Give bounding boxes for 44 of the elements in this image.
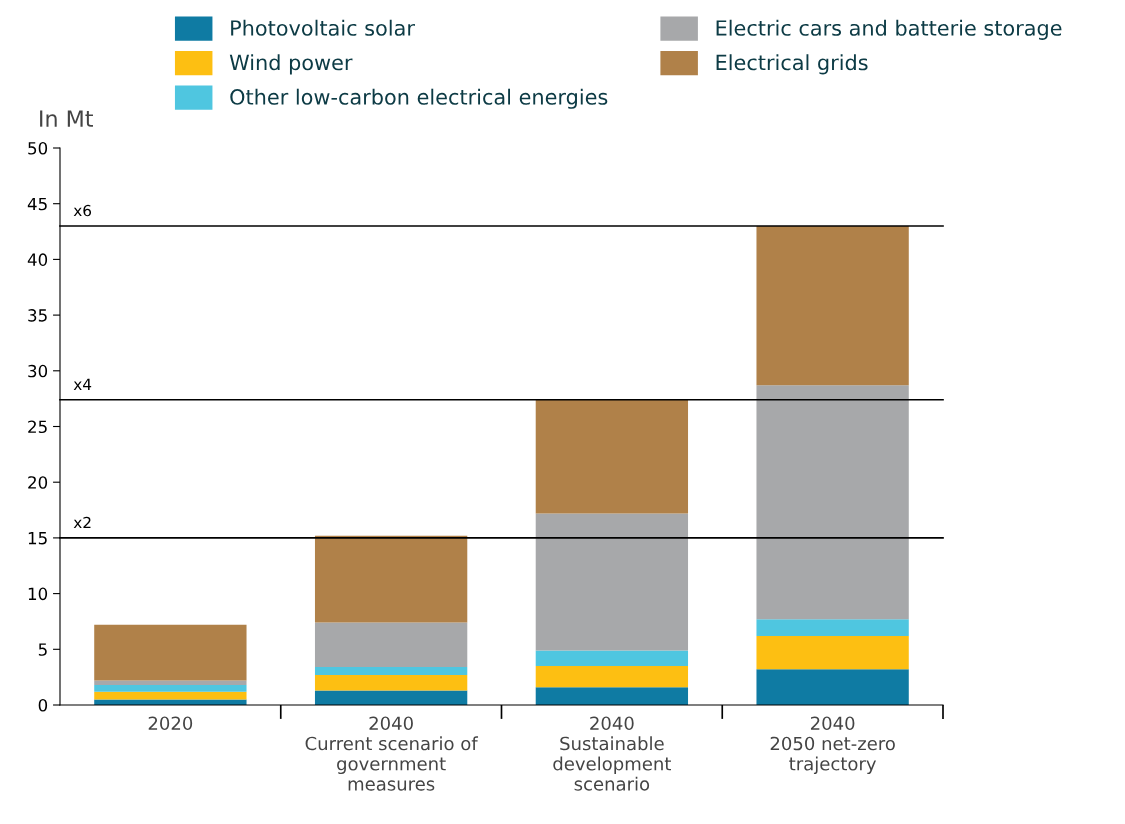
y-tick-label: 35 <box>28 309 47 322</box>
y-axis-title: In Mt <box>40 110 93 127</box>
bar <box>756 225 909 386</box>
bar <box>756 635 909 670</box>
legend-label: Other low-carbon electrical energies <box>230 88 608 109</box>
bar <box>756 619 909 636</box>
bar <box>314 690 468 705</box>
legend-label: Photovoltaic solar <box>231 19 415 36</box>
y-tick-label: 5 <box>38 643 47 656</box>
bar <box>314 535 468 623</box>
bar <box>314 667 468 675</box>
bar <box>314 622 468 668</box>
bar <box>535 687 689 705</box>
bar <box>94 624 247 681</box>
bar <box>756 669 909 705</box>
y-tick-label: 0 <box>38 698 48 712</box>
bar <box>94 684 247 692</box>
y-tick-label: 30 <box>28 364 48 378</box>
y-tick-label: 45 <box>27 197 47 211</box>
y-tick-label: 50 <box>28 141 48 155</box>
x-tick-label: 2040 Sustainable development scenario <box>553 716 671 791</box>
y-tick-label: 10 <box>28 587 48 601</box>
legend-label: Wind power <box>229 54 353 75</box>
y-tick-label: 20 <box>28 476 48 489</box>
y-tick-label: 25 <box>28 420 47 434</box>
x-tick-label: 2040 Current scenario of government measures <box>305 716 479 791</box>
bar <box>314 674 468 691</box>
bar <box>535 650 689 667</box>
bar <box>535 666 689 688</box>
bar <box>94 680 247 685</box>
ref-line-label: x4 <box>73 378 92 390</box>
y-tick-label: 15 <box>28 532 47 545</box>
bar <box>535 513 689 651</box>
legend-label: Electrical grids <box>716 54 868 75</box>
bar <box>535 399 689 514</box>
bar <box>756 385 909 620</box>
ref-line-label: x6 <box>73 204 92 217</box>
y-tick-label: 40 <box>27 253 48 266</box>
ref-line-label: x2 <box>73 516 91 529</box>
x-tick-label: 2040 2050 net-zero trajectory <box>770 716 895 775</box>
bar <box>94 691 247 700</box>
bar <box>94 699 247 705</box>
legend-label: Electric cars and batterie storage <box>716 19 1062 40</box>
x-tick-label: 2020 <box>148 716 193 731</box>
